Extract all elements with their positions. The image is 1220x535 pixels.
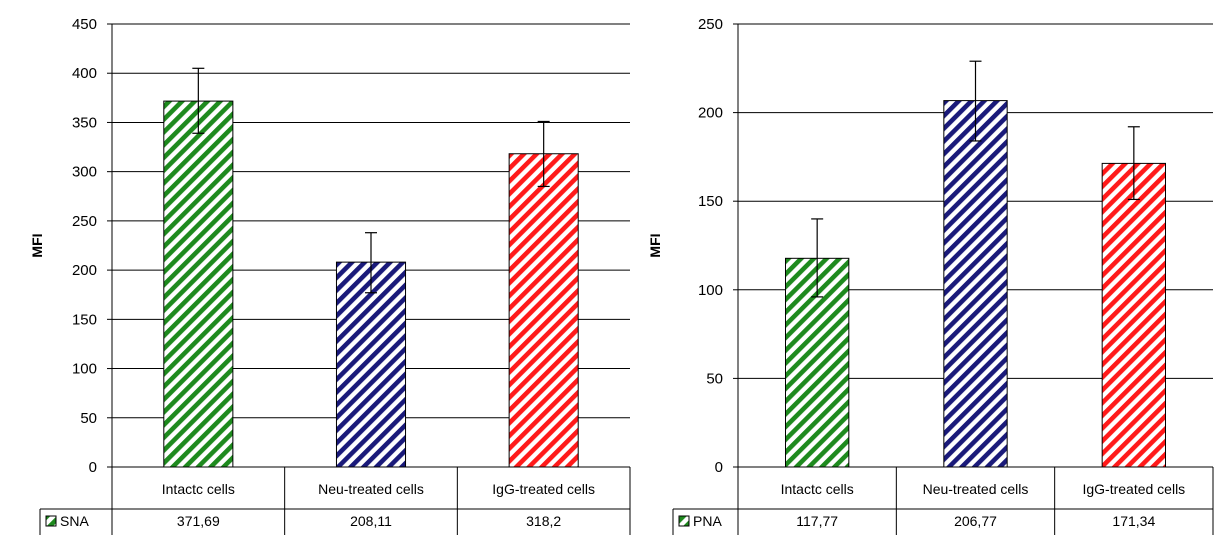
y-tick-label: 50 [706,370,723,387]
series-name: SNA [60,513,89,529]
y-tick-label: 0 [715,459,723,476]
y-tick-label: 250 [72,213,97,230]
y-tick-label: 250 [698,16,723,33]
y-tick-label: 100 [698,282,723,299]
error-bar-pna-1 [969,60,982,142]
category-label: IgG-treated cells [1082,481,1185,497]
value-cell: 318,2 [526,513,561,529]
y-tick-label: 450 [72,16,97,33]
category-label: Intactc cells [781,481,854,497]
bar-sna-1 [335,261,407,468]
bar-sna-2 [508,153,579,468]
y-tick-label: 150 [698,193,723,210]
category-label: IgG-treated cells [492,481,595,497]
series-name: PNA [693,513,722,529]
value-cell: 171,34 [1112,513,1155,529]
value-cell: 371,69 [177,513,220,529]
error-bar-sna-1 [365,232,377,294]
bar-pna-2 [1101,162,1166,468]
bar-sna-0 [163,100,234,468]
y-tick-label: 100 [72,361,97,378]
data-table-pna: Intactc cells 117,77 Neu-treated cells 206,… [672,466,1214,535]
y-tick-label: 150 [72,311,97,328]
category-label: Neu-treated cells [318,481,424,497]
chart-sna: 0 50 100 150 200 250 300 350 400 450 MFI Intactc ce… [29,16,631,535]
y-tick-label: 200 [72,262,97,279]
category-label: Intactc cells [162,481,235,497]
error-bar-pna-0 [811,218,824,298]
legend-key-sna [45,515,57,527]
y-axis-label: MFI [29,233,45,257]
y-axis-label: MFI [647,233,663,257]
y-tick-label: 300 [72,164,97,181]
value-cell: 208,11 [350,513,392,529]
y-tick-label: 350 [72,114,97,131]
y-tick-label: 200 [698,105,723,122]
error-bar-pna-2 [1127,126,1140,201]
bar-pna-1 [943,100,1008,468]
error-bar-sna-2 [537,120,550,188]
category-label: Neu-treated cells [923,481,1029,497]
y-tick-label: 50 [80,410,97,427]
y-tick-label: 0 [89,459,97,476]
error-bar-sna-0 [192,67,205,134]
value-cell: 206,77 [954,513,997,529]
y-tick-label: 400 [72,65,97,82]
value-cell: 117,77 [796,513,838,529]
legend-key-pna [678,515,690,527]
chart-pna: 0 50 100 150 200 250 MFI Intactc cells 117,77 Neu… [647,16,1214,535]
data-table-sna: Intactc cells 371,69 Neu-treated cells 208,… [39,466,631,535]
